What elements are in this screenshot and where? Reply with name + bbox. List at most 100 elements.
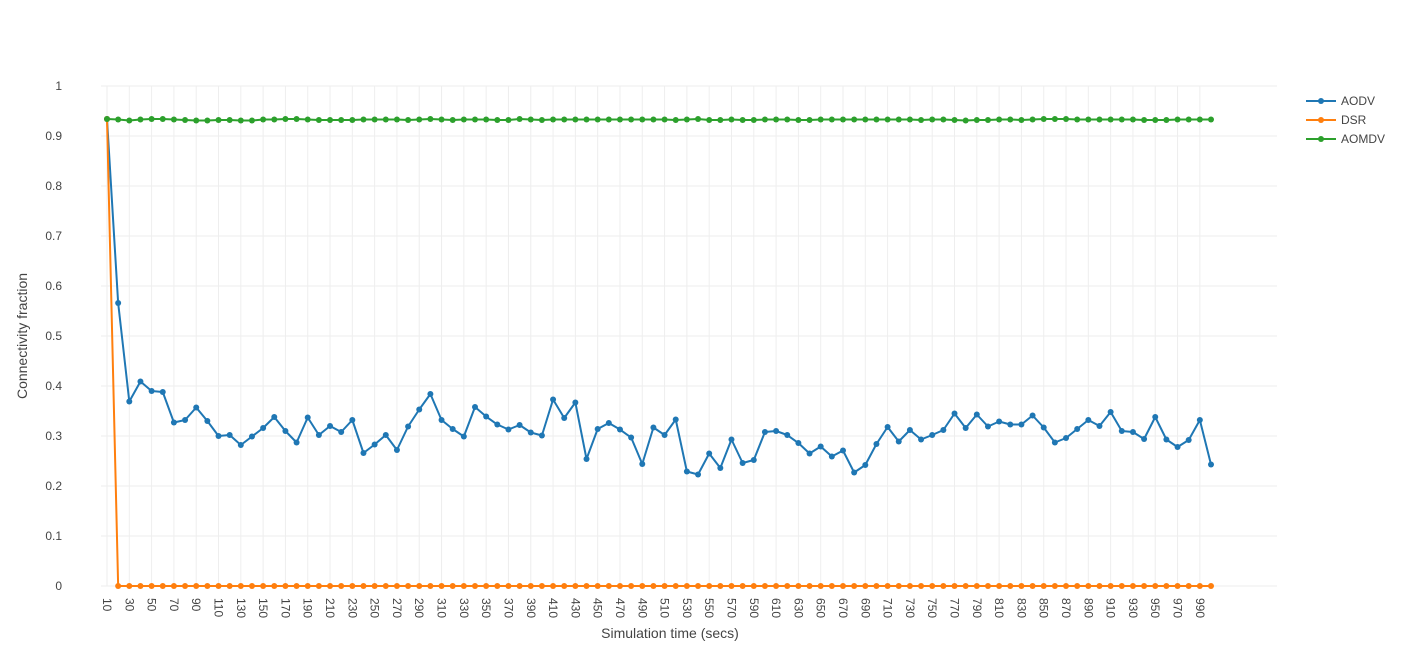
data-point-aodv[interactable]: [1208, 461, 1214, 468]
data-point-aomdv[interactable]: [1018, 117, 1025, 123]
data-point-aomdv[interactable]: [550, 116, 557, 123]
data-point-aodv[interactable]: [728, 436, 735, 443]
data-point-dsr[interactable]: [1141, 583, 1148, 589]
data-point-aodv[interactable]: [594, 426, 601, 432]
data-point-aomdv[interactable]: [873, 116, 880, 123]
data-point-dsr[interactable]: [784, 583, 791, 589]
data-point-aomdv[interactable]: [628, 116, 635, 123]
data-point-dsr[interactable]: [895, 583, 902, 589]
data-point-dsr[interactable]: [1129, 583, 1136, 589]
data-point-aomdv[interactable]: [650, 116, 657, 123]
data-point-dsr[interactable]: [338, 583, 345, 589]
data-point-aodv[interactable]: [382, 432, 389, 438]
data-point-aomdv[interactable]: [472, 116, 478, 123]
data-point-dsr[interactable]: [951, 583, 958, 589]
data-point-aomdv[interactable]: [338, 117, 345, 123]
data-point-aomdv[interactable]: [315, 117, 322, 123]
data-point-dsr[interactable]: [706, 583, 713, 589]
data-point-aomdv[interactable]: [405, 117, 412, 123]
data-point-aodv[interactable]: [527, 429, 534, 436]
data-point-aomdv[interactable]: [260, 116, 267, 123]
data-point-aodv[interactable]: [215, 433, 222, 439]
data-point-dsr[interactable]: [1040, 583, 1047, 589]
data-point-dsr[interactable]: [906, 583, 913, 589]
data-point-aomdv[interactable]: [817, 116, 824, 123]
data-point-dsr[interactable]: [996, 583, 1003, 589]
data-point-aodv[interactable]: [661, 432, 668, 438]
data-point-aodv[interactable]: [349, 417, 356, 423]
data-point-dsr[interactable]: [204, 583, 211, 589]
data-point-aodv[interactable]: [784, 432, 791, 438]
data-point-aodv[interactable]: [806, 450, 813, 457]
data-point-aomdv[interactable]: [1129, 116, 1136, 123]
data-point-aomdv[interactable]: [438, 116, 445, 123]
data-point-aodv[interactable]: [1029, 412, 1036, 419]
data-point-aomdv[interactable]: [973, 117, 980, 123]
data-point-aodv[interactable]: [940, 427, 947, 433]
data-point-aomdv[interactable]: [1208, 116, 1214, 123]
data-point-aomdv[interactable]: [918, 117, 925, 123]
data-point-dsr[interactable]: [739, 583, 746, 589]
data-point-dsr[interactable]: [572, 583, 579, 589]
data-point-aodv[interactable]: [204, 418, 211, 424]
data-point-dsr[interactable]: [1007, 583, 1014, 589]
data-point-dsr[interactable]: [293, 583, 300, 589]
data-point-aomdv[interactable]: [639, 116, 646, 123]
data-point-dsr[interactable]: [449, 583, 456, 589]
data-point-aomdv[interactable]: [717, 117, 724, 123]
data-point-dsr[interactable]: [304, 583, 311, 589]
data-point-dsr[interactable]: [761, 583, 768, 589]
data-point-dsr[interactable]: [1185, 583, 1192, 589]
data-point-dsr[interactable]: [594, 583, 601, 589]
data-point-aodv[interactable]: [851, 469, 858, 476]
data-point-aomdv[interactable]: [204, 117, 211, 124]
data-point-dsr[interactable]: [215, 583, 222, 589]
data-point-aomdv[interactable]: [951, 117, 958, 123]
data-point-aomdv[interactable]: [148, 116, 155, 122]
data-point-aodv[interactable]: [494, 421, 501, 428]
data-point-dsr[interactable]: [806, 583, 813, 589]
data-point-aodv[interactable]: [1185, 437, 1192, 443]
data-point-aodv[interactable]: [583, 456, 590, 462]
data-point-dsr[interactable]: [1174, 583, 1181, 589]
data-point-aomdv[interactable]: [1074, 116, 1081, 123]
data-point-aodv[interactable]: [159, 389, 166, 395]
legend[interactable]: AODV DSR AOMDV: [1306, 94, 1385, 146]
data-point-dsr[interactable]: [148, 583, 155, 589]
data-point-dsr[interactable]: [182, 583, 189, 589]
data-point-aomdv[interactable]: [215, 117, 222, 123]
data-point-aomdv[interactable]: [115, 116, 122, 123]
data-point-aomdv[interactable]: [1007, 116, 1014, 123]
data-point-aomdv[interactable]: [1185, 116, 1192, 123]
data-point-aomdv[interactable]: [349, 117, 356, 123]
data-point-dsr[interactable]: [516, 583, 523, 589]
data-point-aodv[interactable]: [1174, 444, 1181, 450]
data-point-aomdv[interactable]: [1152, 117, 1159, 123]
data-point-dsr[interactable]: [661, 583, 668, 589]
data-point-aomdv[interactable]: [750, 117, 757, 123]
data-point-aomdv[interactable]: [237, 117, 244, 124]
data-point-dsr[interactable]: [828, 583, 835, 589]
data-point-dsr[interactable]: [750, 583, 757, 589]
data-point-aomdv[interactable]: [1051, 116, 1058, 122]
data-point-dsr[interactable]: [193, 583, 200, 589]
data-point-aomdv[interactable]: [282, 116, 289, 122]
data-point-aomdv[interactable]: [851, 116, 858, 123]
data-point-aomdv[interactable]: [1029, 116, 1036, 123]
data-point-dsr[interactable]: [940, 583, 947, 589]
data-point-dsr[interactable]: [840, 583, 846, 589]
data-point-aomdv[interactable]: [516, 116, 523, 122]
data-point-aodv[interactable]: [338, 429, 345, 435]
data-point-dsr[interactable]: [1163, 583, 1170, 589]
data-point-aomdv[interactable]: [1141, 117, 1148, 123]
data-point-aodv[interactable]: [371, 441, 378, 448]
legend-item-aodv[interactable]: AODV: [1306, 94, 1375, 108]
data-point-aodv[interactable]: [906, 427, 913, 433]
data-point-dsr[interactable]: [460, 583, 467, 589]
data-point-aodv[interactable]: [795, 440, 802, 446]
data-point-aomdv[interactable]: [940, 116, 947, 123]
data-point-dsr[interactable]: [605, 583, 612, 589]
data-point-dsr[interactable]: [817, 583, 824, 589]
data-point-aodv[interactable]: [1118, 428, 1125, 434]
data-point-aomdv[interactable]: [1040, 116, 1047, 122]
